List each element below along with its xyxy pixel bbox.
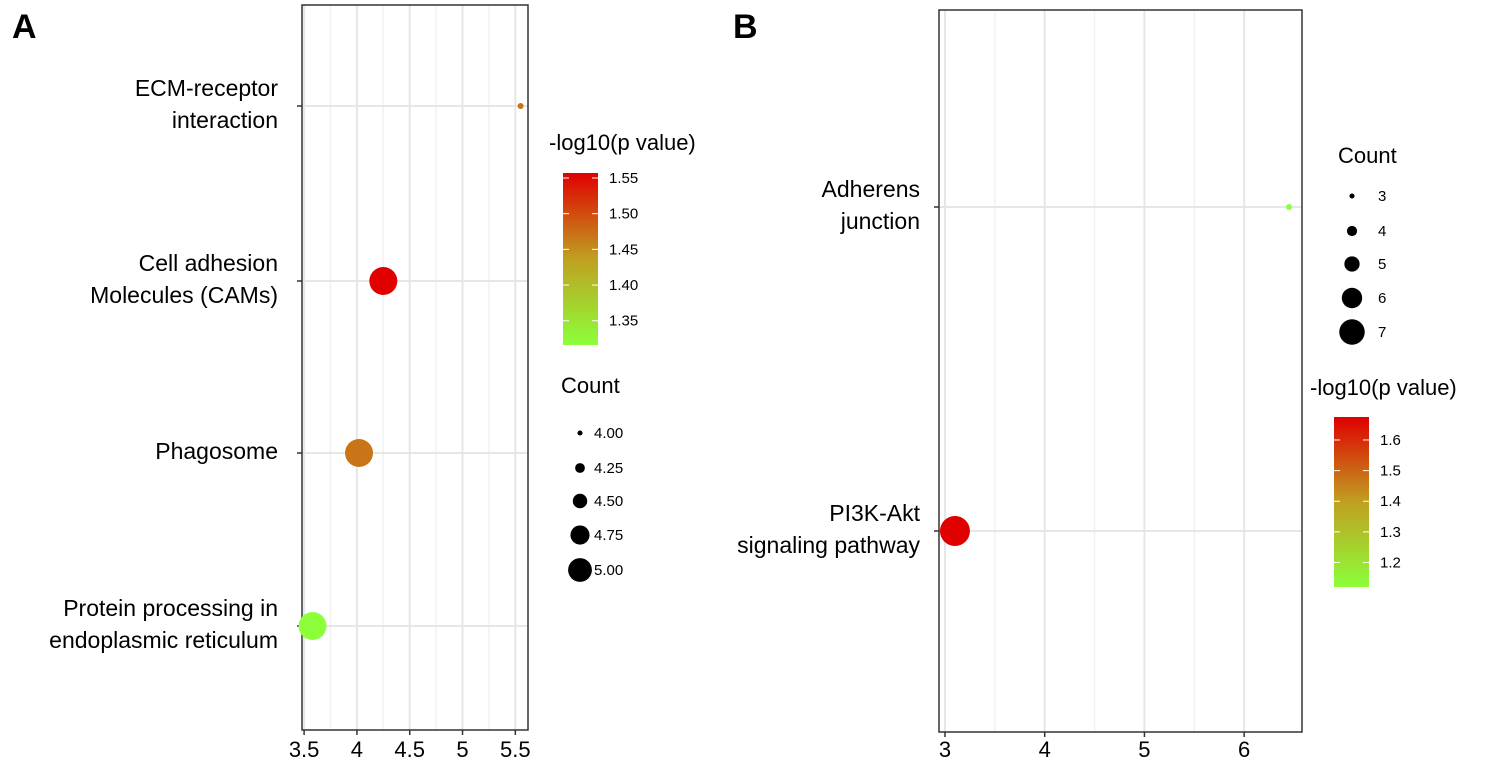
color-legend-label: 1.35 [609, 313, 638, 330]
y-category-label: Adherens [822, 176, 920, 202]
y-category-label: Cell adhesion [139, 250, 278, 276]
size-legend-dot [1349, 193, 1355, 199]
size-legend-label: 5 [1378, 256, 1386, 273]
x-tick-label: 5.5 [500, 737, 531, 762]
panel-label-b: B [733, 8, 758, 46]
size-legend-dot [568, 558, 592, 582]
color-legend-label: 1.3 [1380, 524, 1401, 541]
color-legend-label: 1.4 [1380, 493, 1401, 510]
color-legend-label: 1.40 [609, 277, 638, 294]
size-legend-dot [575, 463, 585, 473]
y-category-label: Molecules (CAMs) [90, 282, 278, 308]
y-category-label: ECM-receptor [135, 75, 278, 101]
size-legend-dot [1346, 225, 1358, 237]
x-tick-label: 3 [939, 737, 951, 762]
color-legend-label: 1.6 [1380, 432, 1401, 449]
size-legend-label: 4.75 [594, 527, 623, 544]
plot-frame [938, 9, 1303, 733]
color-bar [563, 173, 598, 345]
color-bar [1334, 417, 1369, 587]
color-legend-label: 1.5 [1380, 463, 1401, 480]
x-tick-label: 4 [1039, 737, 1051, 762]
y-category-label: interaction [172, 107, 278, 133]
size-legend-label: 4.00 [594, 425, 623, 442]
y-category-label: junction [840, 208, 920, 234]
size-legend-label: 4.25 [594, 460, 623, 477]
plot-frame [301, 4, 529, 731]
size-legend-dot [577, 430, 583, 436]
color-legend-label: 1.55 [609, 170, 638, 187]
x-tick-label: 4.5 [394, 737, 425, 762]
size-legend-label: 5.00 [594, 562, 623, 579]
color-legend-label: 1.45 [609, 241, 638, 258]
x-tick-label: 5 [456, 737, 468, 762]
data-point [1286, 204, 1293, 210]
data-point [939, 516, 970, 546]
color-legend-label: 1.50 [609, 206, 638, 223]
size-legend-dot [572, 493, 588, 509]
data-point [369, 267, 398, 295]
size-legend-label: 4 [1378, 223, 1386, 240]
data-point [345, 439, 374, 467]
x-tick-label: 6 [1238, 737, 1250, 762]
data-point [298, 612, 327, 640]
y-category-label: Protein processing in [63, 595, 278, 621]
size-legend-label: 4.50 [594, 493, 623, 510]
size-legend-label: 7 [1378, 324, 1386, 341]
size-legend-title: Count [1338, 143, 1397, 168]
color-legend-label: 1.2 [1380, 554, 1401, 571]
y-category-label: endoplasmic reticulum [49, 627, 278, 653]
size-legend-title: Count [561, 373, 620, 398]
size-legend-dot [1339, 319, 1365, 345]
y-category-label: signaling pathway [737, 532, 920, 558]
y-category-label: Phagosome [155, 438, 278, 464]
data-point [517, 103, 524, 109]
x-tick-label: 5 [1138, 737, 1150, 762]
panel-label-a: A [12, 8, 37, 46]
size-legend-dot [570, 525, 590, 545]
x-tick-label: 3.5 [289, 737, 320, 762]
size-legend-dot [1344, 256, 1360, 272]
size-legend-dot [1341, 287, 1363, 309]
size-legend-label: 3 [1378, 188, 1386, 205]
size-legend-label: 6 [1378, 290, 1386, 307]
color-legend-title: -log10(p value) [549, 130, 696, 155]
color-legend-title: -log10(p value) [1310, 375, 1457, 400]
x-tick-label: 4 [351, 737, 363, 762]
y-category-label: PI3K-Akt [829, 500, 920, 526]
